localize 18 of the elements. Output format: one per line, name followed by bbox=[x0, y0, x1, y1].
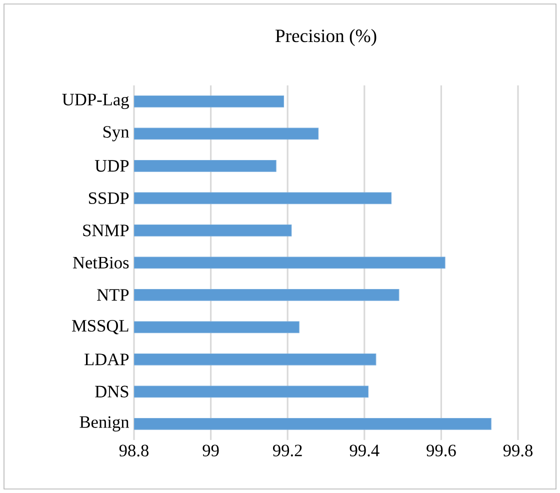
y-tick-label: UDP-Lag bbox=[62, 94, 129, 109]
x-tick-label: 99 bbox=[202, 444, 219, 456]
y-tick-label: NTP bbox=[97, 289, 129, 301]
y-tick-label: Syn bbox=[103, 126, 130, 142]
y-tick-label: SNMP bbox=[83, 224, 129, 236]
x-tick-label: 99.4 bbox=[350, 444, 380, 456]
y-tick-label: NetBios bbox=[72, 256, 129, 268]
x-tick-label: 99.8 bbox=[503, 444, 533, 456]
y-tick-label: SSDP bbox=[89, 192, 129, 204]
y-tick-label: DNS bbox=[95, 386, 128, 398]
x-tick-label: 99.2 bbox=[273, 444, 302, 456]
y-tick-label: UDP bbox=[94, 160, 129, 172]
x-tick-label: 98.8 bbox=[119, 444, 149, 456]
y-tick-label: MSSQL bbox=[72, 320, 128, 334]
x-tick-label: 99.6 bbox=[426, 444, 456, 456]
chart-title: Precision (%) bbox=[275, 29, 376, 46]
y-tick-label: LDAP bbox=[84, 354, 129, 366]
y-tick-label: Benign bbox=[80, 416, 130, 432]
